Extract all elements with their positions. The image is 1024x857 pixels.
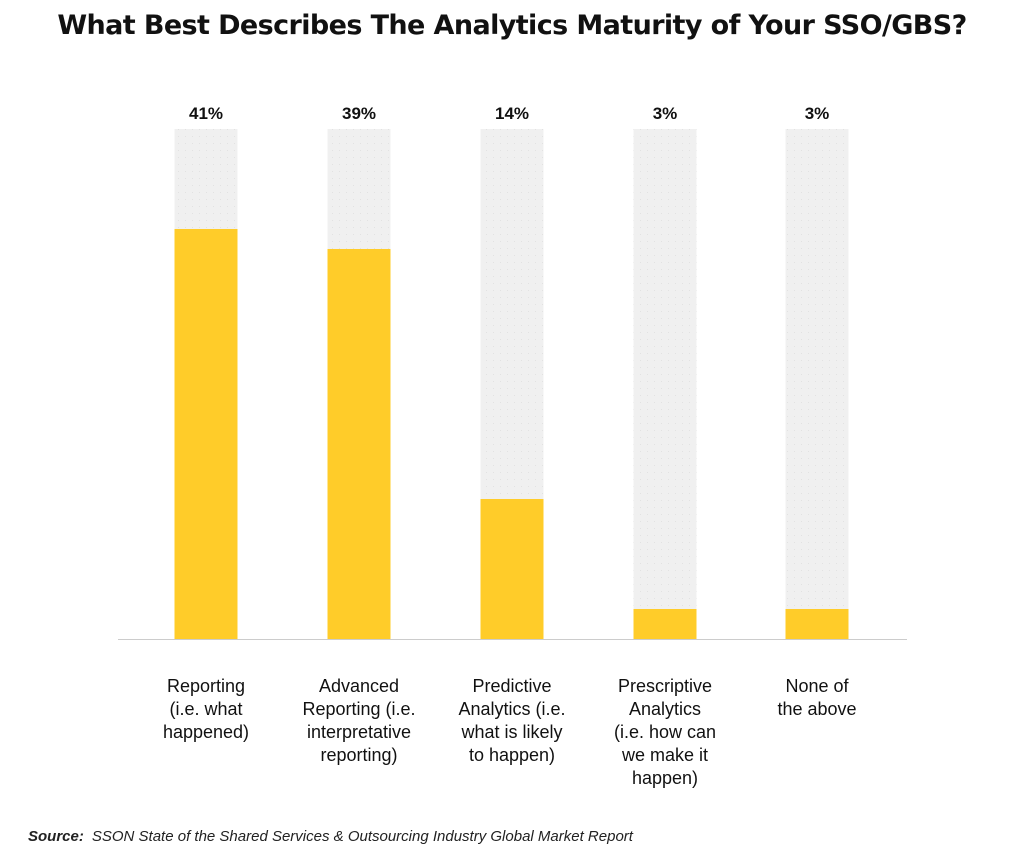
- category-label-line: reporting): [320, 745, 397, 765]
- category-label-line: Reporting: [167, 676, 245, 696]
- bar: [480, 499, 544, 639]
- category-label-line: interpretative: [307, 722, 411, 742]
- source-note: Source: SSON State of the Shared Services…: [28, 828, 633, 845]
- value-label: 14%: [495, 104, 529, 123]
- bar: [174, 229, 238, 639]
- category-label-line: Prescriptive: [618, 676, 712, 696]
- bar-track-dots: [785, 129, 849, 639]
- value-label: 41%: [189, 104, 223, 123]
- value-labels: 41% 39% 14% 3% 3%: [189, 104, 829, 123]
- category-label: Prescriptive Analytics (i.e. how can we mak…: [614, 676, 716, 788]
- value-label: 3%: [805, 104, 830, 123]
- category-label-line: happened): [163, 722, 249, 742]
- source-text: SSON State of the Shared Services & Outs…: [91, 828, 633, 845]
- value-label: 3%: [653, 104, 678, 123]
- category-label-line: happen): [632, 768, 698, 788]
- category-label-line: to happen): [469, 745, 555, 765]
- category-label-line: the above: [777, 699, 856, 719]
- bar: [785, 609, 849, 639]
- category-label-line: Advanced: [319, 676, 399, 696]
- bar: [327, 249, 391, 639]
- value-label: 39%: [342, 104, 376, 123]
- bars: [174, 229, 849, 639]
- category-label: Predictive Analytics (i.e. what is likely t…: [458, 676, 565, 765]
- category-label-line: None of: [785, 676, 849, 696]
- category-label: Advanced Reporting (i.e. interpretative rep…: [302, 676, 415, 765]
- bar: [633, 609, 697, 639]
- category-label-line: Predictive: [472, 676, 551, 696]
- category-label: Reporting (i.e. what happened): [163, 676, 249, 742]
- category-label-line: (i.e. how can: [614, 722, 716, 742]
- source-key: Source:: [28, 828, 84, 845]
- category-label-line: we make it: [621, 745, 708, 765]
- category-label-line: Reporting (i.e.: [302, 699, 415, 719]
- category-labels: Reporting (i.e. what happened) Advanced Repo…: [163, 676, 857, 788]
- category-label-line: (i.e. what: [169, 699, 242, 719]
- category-label-line: what is likely: [460, 722, 562, 742]
- chart-title: What Best Describes The Analytics Maturi…: [57, 10, 967, 41]
- category-label-line: Analytics: [629, 699, 701, 719]
- category-label-line: Analytics (i.e.: [458, 699, 565, 719]
- category-label: None of the above: [777, 676, 856, 719]
- bar-track-dots: [633, 129, 697, 639]
